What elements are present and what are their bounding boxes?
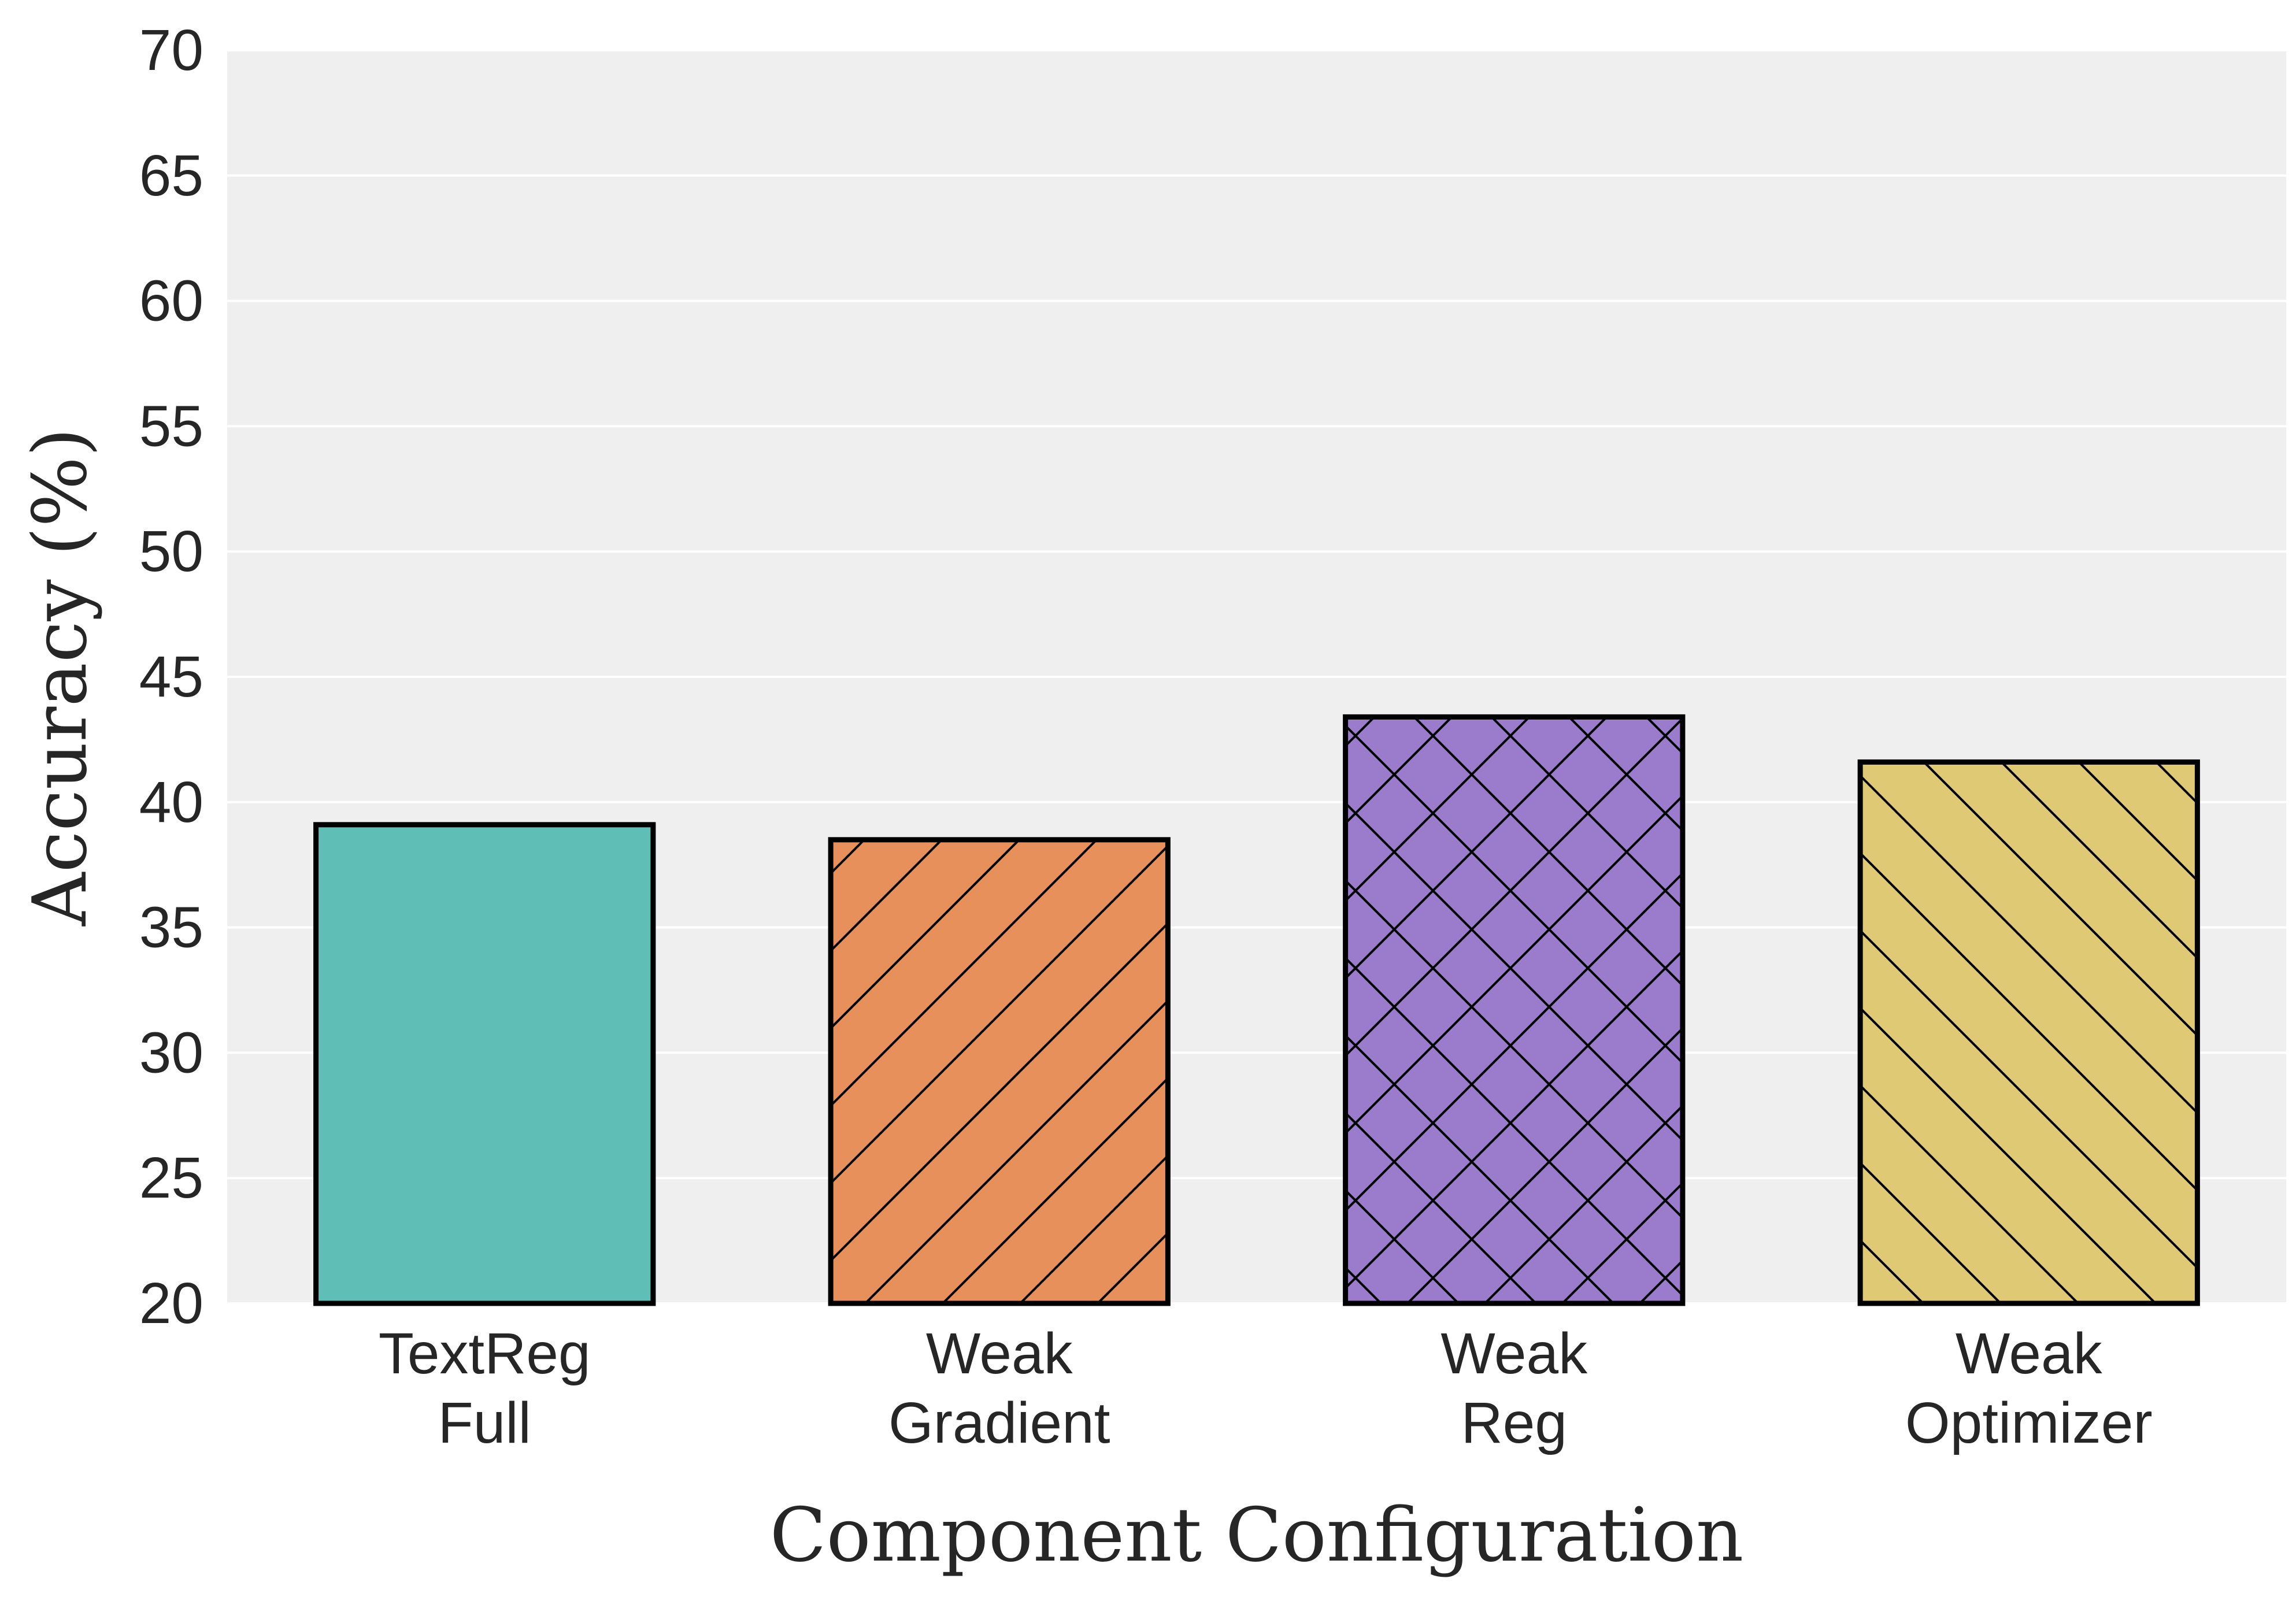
x-tick-label-line: Weak xyxy=(1440,1321,1588,1386)
bar-hatch xyxy=(831,839,1168,1303)
x-tick-label-line: Full xyxy=(438,1391,531,1455)
bar-outline xyxy=(1857,759,2200,1306)
y-tick-label: 20 xyxy=(139,1271,203,1336)
x-tick-label-line: Weak xyxy=(1956,1321,2103,1386)
bar xyxy=(316,824,653,1303)
y-tick-label: 70 xyxy=(139,18,203,83)
y-tick-label: 35 xyxy=(139,895,203,960)
y-tick-label: 50 xyxy=(139,519,203,584)
y-tick-label: 65 xyxy=(139,143,203,208)
x-tick-label: Weak Optimizer xyxy=(1905,1321,2153,1455)
y-axis-label: Accuracy (%) xyxy=(17,428,103,927)
x-tick-label: TextReg Full xyxy=(379,1321,591,1455)
y-tick-label: 60 xyxy=(139,269,203,334)
y-tick-label: 40 xyxy=(139,770,203,835)
x-tick-label-line: TextReg xyxy=(379,1321,591,1386)
bars xyxy=(313,714,2200,1306)
y-tick-labels: 20 25 30 35 40 45 50 55 60 65 70 xyxy=(139,18,203,1336)
bar-outline xyxy=(828,837,1171,1306)
bar-hatch xyxy=(1345,717,1683,1303)
y-tick-label: 55 xyxy=(139,394,203,458)
x-tick-label-line: Gradient xyxy=(888,1391,1110,1455)
y-tick-label: 45 xyxy=(139,644,203,709)
x-axis-label: Component Configuration xyxy=(770,1492,1744,1579)
x-tick-label-line: Reg xyxy=(1461,1391,1567,1455)
x-tick-label-line: Weak xyxy=(926,1321,1073,1386)
bar-hatch xyxy=(1860,762,2198,1303)
y-tick-label: 25 xyxy=(139,1146,203,1210)
x-tick-label: Weak Gradient xyxy=(888,1321,1110,1455)
bar-outline xyxy=(1343,714,1686,1306)
x-tick-label-line: Optimizer xyxy=(1905,1391,2153,1455)
y-tick-label: 30 xyxy=(139,1020,203,1085)
x-tick-label: Weak Reg xyxy=(1440,1321,1588,1455)
bar-outline xyxy=(313,822,656,1306)
